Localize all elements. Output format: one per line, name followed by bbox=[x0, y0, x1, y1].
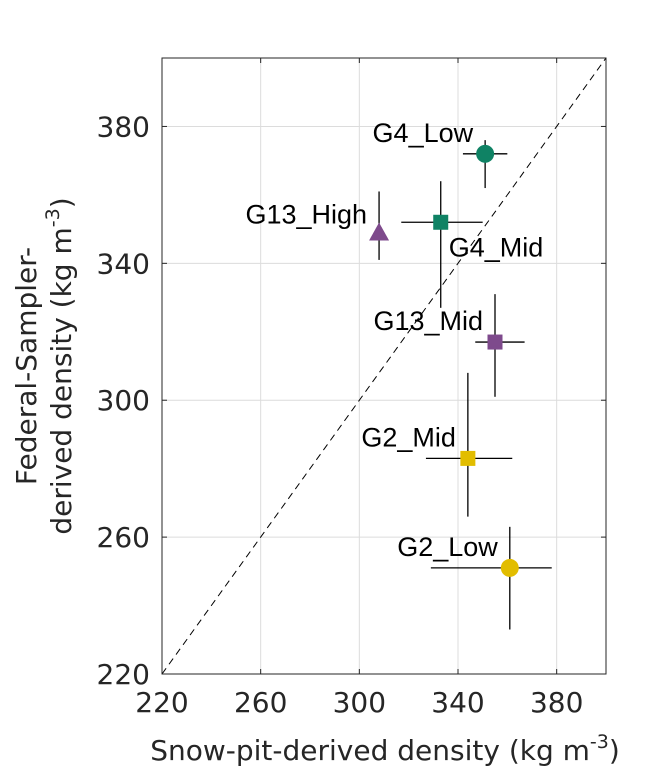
y-tick-label: 220 bbox=[97, 658, 150, 691]
point-label: G2_Mid bbox=[361, 422, 456, 452]
square-marker bbox=[460, 450, 476, 466]
data-point-g13-mid: G13_Mid bbox=[373, 294, 525, 397]
square-marker bbox=[487, 334, 503, 350]
y-tick-label: 300 bbox=[97, 384, 150, 417]
y-axis-title-line2: derived density (kg m-3) bbox=[42, 197, 78, 534]
data-points: G4_Low G13_High G4_Mid G13_Mid G2_Mid G2_Low bbox=[245, 118, 552, 630]
data-point-g13-high: G13_High bbox=[245, 191, 390, 260]
x-tick-label: 260 bbox=[234, 686, 287, 719]
point-label: G13_High bbox=[245, 200, 367, 230]
data-point-g4-low: G4_Low bbox=[373, 118, 508, 189]
y-tick-label: 340 bbox=[97, 247, 150, 280]
x-tick-label: 380 bbox=[530, 686, 583, 719]
data-point-g4-mid: G4_Mid bbox=[401, 181, 543, 308]
circle-marker bbox=[500, 558, 519, 577]
x-tick-label: 300 bbox=[333, 686, 386, 719]
square-marker bbox=[433, 214, 449, 230]
data-point-g2-mid: G2_Mid bbox=[361, 372, 513, 517]
data-point-g2-low: G2_Low bbox=[397, 526, 552, 630]
y-tick-label: 260 bbox=[97, 521, 150, 554]
point-label: G13_Mid bbox=[373, 306, 483, 336]
y-axis-title: Federal-Sampler- derived density (kg m-3… bbox=[10, 197, 78, 534]
point-label: G4_Low bbox=[373, 118, 474, 148]
triangle-marker bbox=[369, 222, 390, 241]
x-axis-title: Snow-pit-derived density (kg m-3) bbox=[150, 731, 620, 767]
one-to-one-line bbox=[161, 57, 607, 675]
point-label: G2_Low bbox=[397, 532, 498, 562]
x-tick-label: 220 bbox=[135, 686, 188, 719]
circle-marker bbox=[476, 144, 495, 163]
y-tick-label: 380 bbox=[97, 110, 150, 143]
x-tick-label: 340 bbox=[431, 686, 484, 719]
plot-frame bbox=[161, 57, 607, 675]
point-label: G4_Mid bbox=[449, 232, 544, 262]
axis-ticks: 220 260 300 340 380 220 260 300 340 380 bbox=[97, 58, 606, 719]
y-axis-title-line1: Federal-Sampler- bbox=[10, 247, 43, 485]
